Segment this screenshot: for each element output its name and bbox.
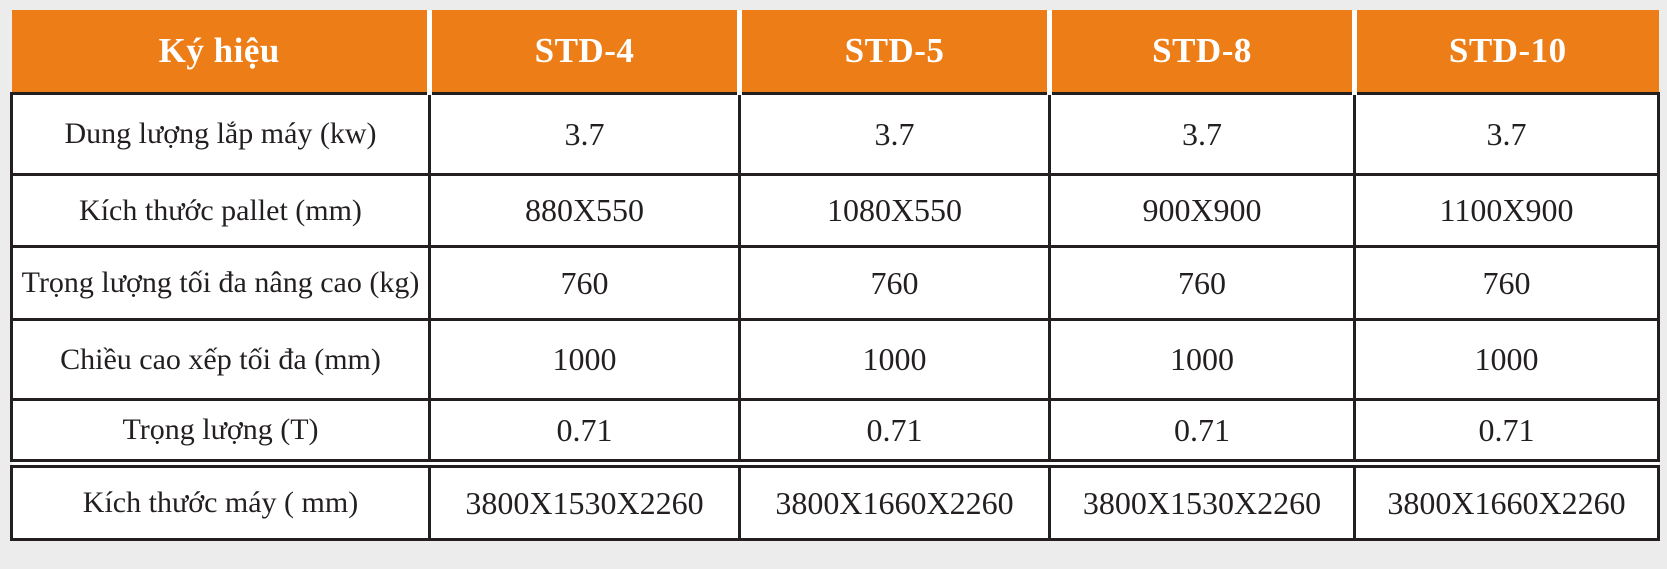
column-header-ky-hieu: Ký hiệu <box>11 10 430 94</box>
data-cell: 3800X1660X2260 <box>738 459 1051 541</box>
data-cell: 0.71 <box>428 398 741 465</box>
table-row-machine-size: Kích thước máy ( mm) 3800X1530X2260 3800… <box>10 459 1660 541</box>
data-cell: 1080X550 <box>738 173 1051 248</box>
data-cell: 880X550 <box>428 173 741 248</box>
column-header-std-10: STD-10 <box>1352 10 1659 94</box>
data-cell: 760 <box>1353 245 1660 321</box>
data-cell: 3.7 <box>738 92 1051 176</box>
table-row-pallet-size: Kích thước pallet (mm) 880X550 1080X550 … <box>10 173 1660 248</box>
table-row-max-lift-weight: Trọng lượng tối đa nâng cao (kg) 760 760… <box>10 245 1660 321</box>
data-cell: 760 <box>1048 245 1356 321</box>
data-cell: 1000 <box>428 318 741 401</box>
spec-table: Ký hiệu STD-4 STD-5 STD-8 STD-10 Dung lư… <box>10 10 1660 541</box>
data-cell: 1000 <box>738 318 1051 401</box>
data-cell: 1000 <box>1048 318 1356 401</box>
data-cell: 760 <box>428 245 741 321</box>
spec-table-header: Ký hiệu STD-4 STD-5 STD-8 STD-10 <box>11 10 1659 94</box>
data-cell: 3.7 <box>1353 92 1660 176</box>
row-label: Trọng lượng tối đa nâng cao (kg) <box>10 245 431 321</box>
column-header-std-5: STD-5 <box>737 10 1050 94</box>
data-cell: 3800X1530X2260 <box>1048 459 1356 541</box>
header-row: Ký hiệu STD-4 STD-5 STD-8 STD-10 <box>11 10 1659 94</box>
row-label: Chiều cao xếp tối đa (mm) <box>10 318 431 401</box>
row-label: Dung lượng lắp máy (kw) <box>10 92 431 176</box>
column-header-std-4: STD-4 <box>427 10 740 94</box>
data-cell: 3800X1660X2260 <box>1353 459 1660 541</box>
table-row-max-stack-height: Chiều cao xếp tối đa (mm) 1000 1000 1000… <box>10 318 1660 401</box>
table-row-installed-power: Dung lượng lắp máy (kw) 3.7 3.7 3.7 3.7 <box>10 92 1660 176</box>
data-cell: 3800X1530X2260 <box>428 459 741 541</box>
row-label: Kích thước máy ( mm) <box>10 459 431 541</box>
data-cell: 0.71 <box>1353 398 1660 465</box>
row-label: Kích thước pallet (mm) <box>10 173 431 248</box>
column-header-std-8: STD-8 <box>1047 10 1355 94</box>
table-row-weight: Trọng lượng (T) 0.71 0.71 0.71 0.71 <box>10 398 1660 465</box>
spec-table-body: Dung lượng lắp máy (kw) 3.7 3.7 3.7 3.7 … <box>10 92 1660 541</box>
data-cell: 760 <box>738 245 1051 321</box>
data-cell: 0.71 <box>1048 398 1356 465</box>
row-label: Trọng lượng (T) <box>10 398 431 465</box>
data-cell: 3.7 <box>1048 92 1356 176</box>
data-cell: 3.7 <box>428 92 741 176</box>
data-cell: 1000 <box>1353 318 1660 401</box>
data-cell: 0.71 <box>738 398 1051 465</box>
data-cell: 1100X900 <box>1353 173 1660 248</box>
data-cell: 900X900 <box>1048 173 1356 248</box>
